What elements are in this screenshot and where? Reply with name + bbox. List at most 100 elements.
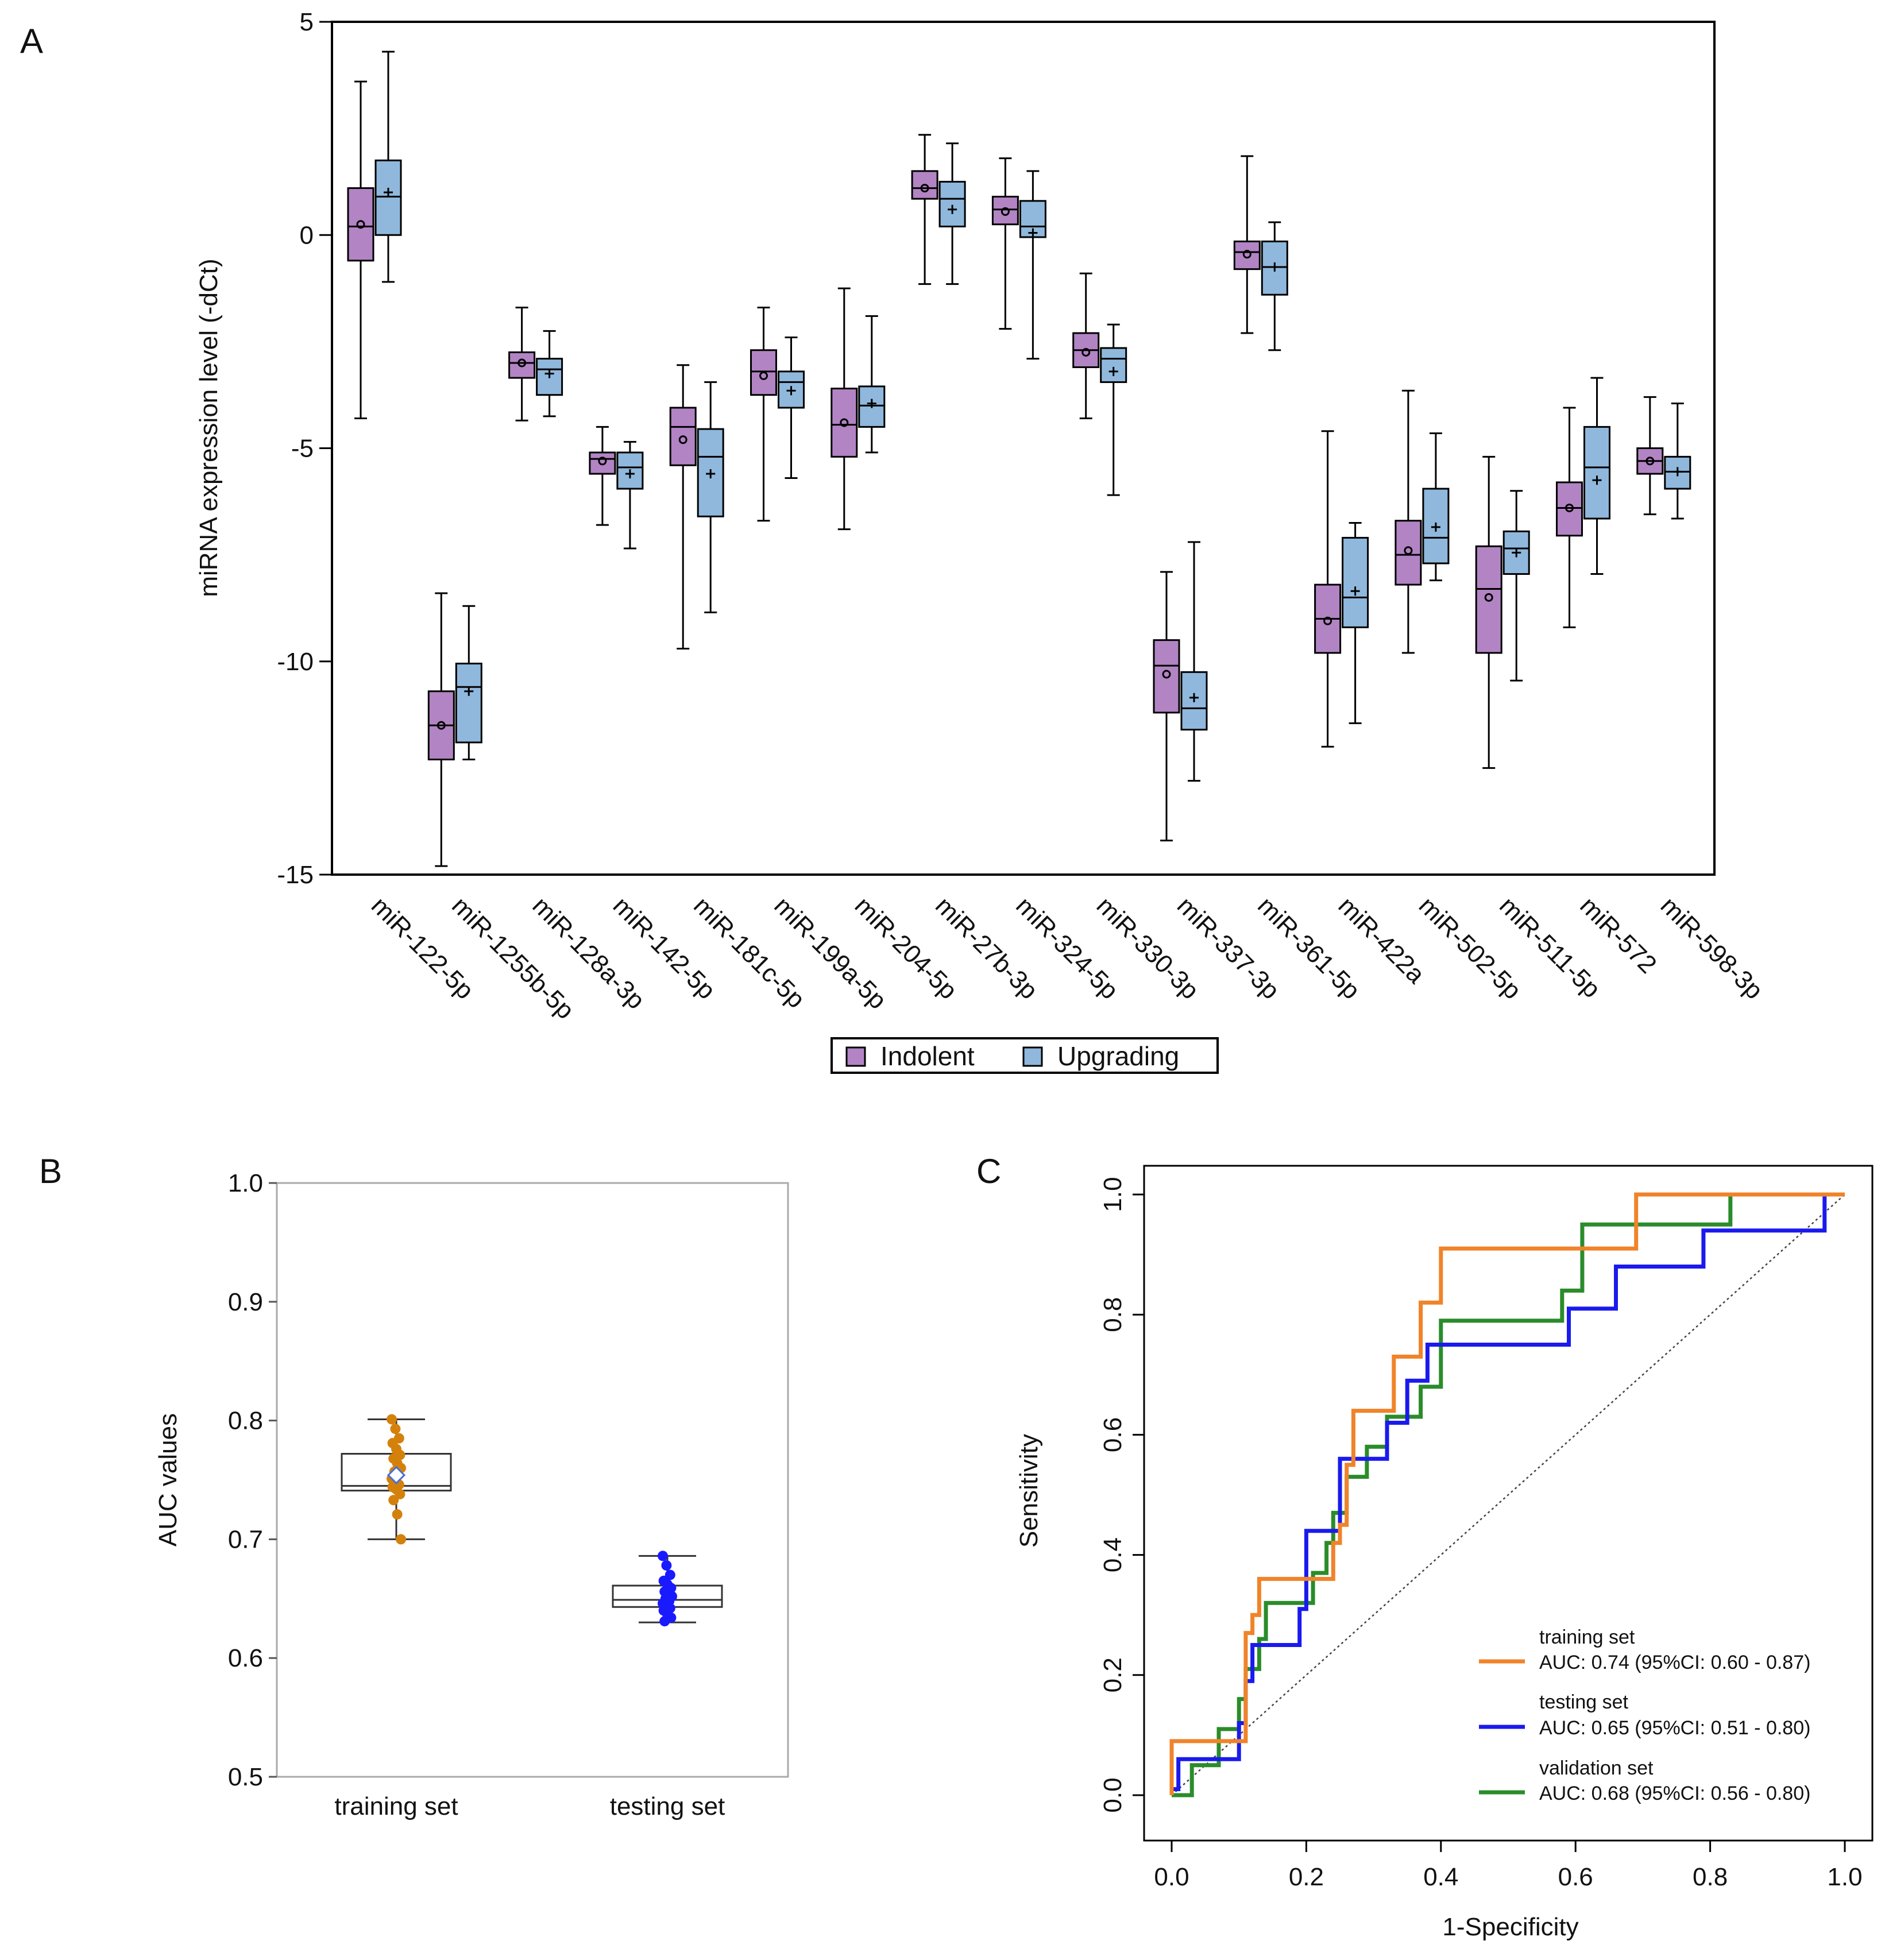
mean-marker: [356, 220, 365, 229]
box-upgrading: [1100, 323, 1127, 496]
box-indolent: [1072, 272, 1100, 420]
box-indolent: [831, 287, 858, 531]
x-tick-label: 0.6: [1558, 1863, 1593, 1891]
roc-legend-validation-auc: AUC: 0.68 (95%CI: 0.56 - 0.80): [1539, 1783, 1810, 1804]
box-indolent: [347, 80, 374, 420]
box-indolent: [427, 592, 455, 867]
mean-marker: [1323, 616, 1332, 625]
box-upgrading: [1180, 541, 1208, 782]
y-tick-label: 0.9: [228, 1288, 263, 1316]
panel-b-plot: 1.0 0.9 0.8 0.7 0.6 0.5 training set testing se…: [228, 1169, 789, 1820]
mean-marker: [1081, 347, 1091, 357]
mean-marker: [1484, 593, 1493, 602]
mean-marker: [598, 457, 607, 466]
panel-c: C Sensitivity 1-Specificity 0.0 0.2 0.4 0.6…: [976, 1152, 1874, 1941]
y-tick-label: -5: [291, 435, 314, 463]
box-indolent: [1475, 455, 1502, 769]
box-body: [1233, 240, 1261, 270]
auc-point: [387, 1414, 397, 1425]
roc-legend-training-name: training set: [1539, 1626, 1635, 1648]
box-body: [455, 662, 482, 744]
box-upgrading: [1342, 521, 1369, 724]
y-tick-label: 0.5: [228, 1763, 263, 1791]
box-upgrading: [1019, 170, 1046, 360]
box-body: [1100, 347, 1127, 383]
x-tick-label: 0.4: [1423, 1863, 1458, 1891]
roc-legend-training-auc: AUC: 0.74 (95%CI: 0.60 - 0.87): [1539, 1652, 1810, 1673]
y-tick-label: -10: [277, 648, 314, 676]
y-tick-label: 1.0: [228, 1169, 263, 1197]
y-tick-label: 0.2: [1099, 1657, 1127, 1692]
auc-box: [612, 1551, 723, 1627]
chance-diagonal: [1171, 1194, 1845, 1796]
box-body: [589, 451, 616, 475]
auc-point: [659, 1616, 670, 1627]
y-tick-label: 0.8: [1099, 1297, 1127, 1332]
box-indolent: [1395, 389, 1422, 654]
box-body: [1475, 545, 1502, 654]
box-indolent: [911, 134, 938, 285]
mean-diamond: [387, 1466, 406, 1485]
mean-marker: [1001, 207, 1010, 216]
legend-label-upgrading: Upgrading: [1057, 1041, 1179, 1071]
box-body: [374, 159, 402, 236]
box-upgrading: [697, 381, 724, 613]
panel-c-label: C: [976, 1152, 1001, 1190]
box-indolent: [1233, 155, 1261, 334]
panel-a-legend: Indolent Upgrading: [831, 1037, 1219, 1074]
panel-b-ylabel: AUC values: [154, 1413, 182, 1547]
mean-marker: [759, 371, 768, 380]
y-tick-label: 0.0: [1099, 1777, 1127, 1812]
mean-marker: [920, 184, 929, 193]
box-indolent: [750, 306, 777, 522]
auc-box: [341, 1414, 452, 1545]
box-indolent: [1314, 430, 1342, 748]
auc-point: [396, 1534, 406, 1545]
box-upgrading: [858, 315, 886, 454]
box-upgrading: [1502, 490, 1530, 682]
panel-a-ylabel: miRNA expression level (-dCt): [195, 258, 223, 597]
box-indolent: [1556, 407, 1583, 628]
box-upgrading: [616, 440, 644, 550]
box-body: [911, 170, 938, 200]
box-indolent: [1153, 571, 1180, 842]
y-tick-label: 0: [300, 221, 314, 249]
mean-marker: [1162, 670, 1171, 679]
roc-legend-testing-auc: AUC: 0.65 (95%CI: 0.51 - 0.80): [1539, 1717, 1810, 1739]
box-body: [1153, 639, 1180, 714]
y-tick-label: 0.4: [1099, 1537, 1127, 1572]
roc-legend-validation-name: validation set: [1539, 1757, 1654, 1779]
box-upgrading: [374, 51, 402, 283]
box-body: [831, 388, 858, 458]
auc-point: [661, 1560, 672, 1571]
x-tick-label: 1.0: [1827, 1863, 1862, 1891]
box-indolent: [1636, 396, 1664, 516]
box-upgrading: [778, 336, 805, 479]
panel-b-label: B: [39, 1152, 62, 1190]
legend-label-indolent: Indolent: [880, 1041, 975, 1071]
box-indolent: [991, 157, 1019, 330]
x-tick-label: testing set: [610, 1792, 725, 1820]
x-tick-label: 0.0: [1154, 1863, 1189, 1891]
mean-marker: [517, 358, 527, 368]
panel-b: B AUC values 1.0 0.9 0.8 0.7 0.6 0.5 training …: [39, 1152, 789, 1820]
box-upgrading: [455, 605, 482, 761]
plot-frame: [276, 1182, 789, 1778]
mean-marker: [840, 418, 849, 427]
legend-swatch-upgrading: [1022, 1046, 1043, 1067]
box-body: [1395, 520, 1422, 586]
roc-curve-training-set: [1169, 1192, 1845, 1795]
box-indolent: [508, 306, 536, 422]
auc-point: [658, 1551, 668, 1561]
panel-c-plot: 0.0 0.2 0.4 0.6 0.8 1.0 0.0 0.2 0.4 0.6 0.8 1.0: [1099, 1165, 1874, 1891]
auc-point: [388, 1495, 399, 1506]
mean-marker: [1404, 546, 1413, 555]
mean-marker: [437, 721, 446, 730]
y-tick-label: 0.6: [1099, 1417, 1127, 1452]
y-tick-label: 5: [300, 8, 314, 36]
box-body: [347, 187, 374, 262]
x-tick-label: training set: [334, 1792, 458, 1820]
box-body: [991, 195, 1019, 226]
box-body: [1556, 481, 1583, 537]
